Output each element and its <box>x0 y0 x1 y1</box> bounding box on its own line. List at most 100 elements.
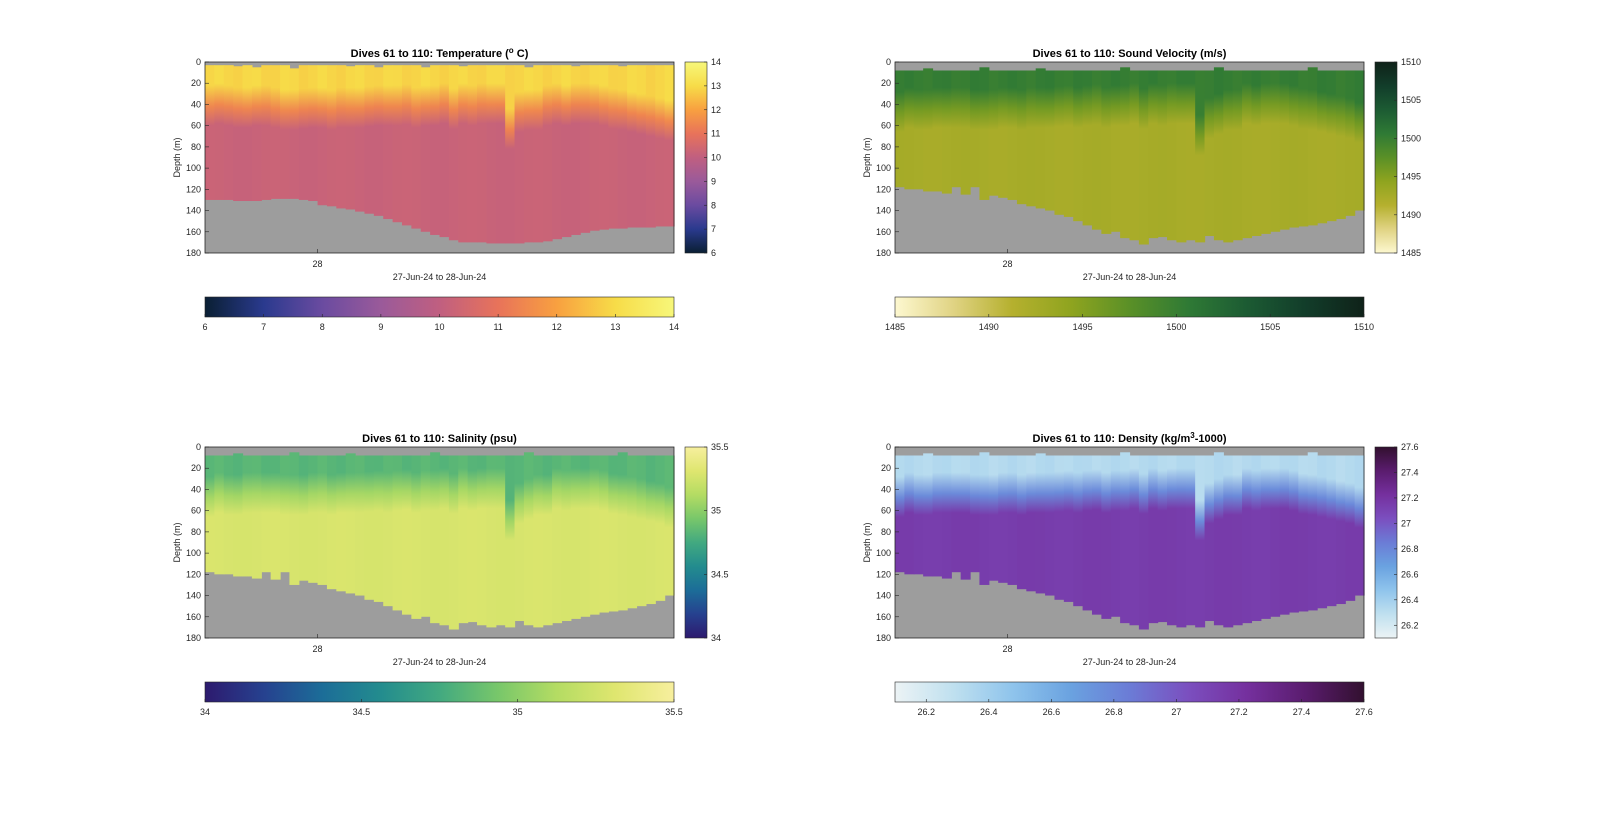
chart-title: Dives 61 to 110: Sound Velocity (m/s) <box>1033 48 1227 60</box>
heatmap-column <box>941 455 952 579</box>
heatmap-column <box>223 455 234 575</box>
heatmap-cells <box>205 452 675 630</box>
x-tick-label: 28 <box>1003 644 1013 654</box>
heatmap-column <box>1307 452 1318 611</box>
heatmap-column <box>598 65 609 230</box>
colorbar-tick-label: 12 <box>711 105 721 115</box>
colorbar-tick-label: 26.8 <box>1401 544 1419 554</box>
panel-sal: 0 20 40 60 80 100 120 140 160 180 28 27-Jun-24 to 2… <box>172 433 729 717</box>
colorbar-tick-label: 34.5 <box>711 569 729 579</box>
heatmap-column <box>289 68 300 199</box>
heatmap-column <box>923 68 934 192</box>
heatmap-column <box>205 65 215 200</box>
colorbar-tick-label: 27.4 <box>1401 467 1419 477</box>
heatmap-column <box>373 67 384 216</box>
heatmap-column <box>514 65 525 244</box>
plot-axes <box>894 446 1365 639</box>
heatmap-column <box>1232 455 1243 626</box>
heatmap-column <box>1335 455 1346 605</box>
chart-title: Dives 61 to 110: Density (kg/m3-1000) <box>1033 431 1227 445</box>
y-tick-label: 120 <box>186 184 201 194</box>
heatmap-column <box>1335 70 1346 220</box>
chart-title: Dives 61 to 110: Temperature (o C) <box>351 46 529 60</box>
colorbar-gradient <box>684 446 708 639</box>
heatmap-column <box>261 65 272 200</box>
x-tick-label: 28 <box>313 644 323 654</box>
heatmap-column <box>430 65 441 235</box>
heatmap-column <box>913 455 924 575</box>
heatmap-column <box>1223 70 1234 243</box>
vertical-colorbar: 1485 1490 1495 1500 1505 1510 <box>1374 57 1421 258</box>
heatmap-column <box>923 453 934 577</box>
y-tick-label: 100 <box>186 548 201 558</box>
heatmap-column <box>627 65 638 228</box>
chart-title: Dives 61 to 110: Salinity (psu) <box>362 433 517 445</box>
heatmap-column <box>970 455 981 573</box>
y-tick-label: 120 <box>186 569 201 579</box>
horizontal-colorbar: 6 7 8 9 10 11 12 13 14 <box>202 296 679 332</box>
heatmap-column <box>355 65 366 212</box>
heatmap-column <box>1082 455 1093 611</box>
heatmap-column <box>270 455 281 580</box>
y-tick-label: 40 <box>191 484 201 494</box>
heatmap-column <box>1232 70 1243 241</box>
heatmap-column <box>1213 67 1224 241</box>
heatmap-column <box>1035 453 1046 594</box>
heatmap-column <box>317 65 328 206</box>
y-axis-label: Depth (m) <box>862 522 872 562</box>
heatmap-column <box>458 66 469 243</box>
heatmap-column <box>1345 70 1356 216</box>
heatmap-column <box>1176 70 1187 243</box>
heatmap-column <box>326 65 337 207</box>
plot-axes <box>204 446 675 639</box>
heatmap-column <box>1288 455 1299 613</box>
plot-axes <box>204 61 675 254</box>
heatmap-column <box>1242 455 1253 624</box>
heatmap-column <box>1204 455 1215 622</box>
heatmap-column <box>448 65 459 241</box>
heatmap-column <box>242 65 253 202</box>
colorbar-gradient <box>204 681 675 703</box>
heatmap-column <box>1317 70 1328 224</box>
colorbar-tick-label: 14 <box>711 57 721 67</box>
heatmap-column <box>664 455 675 596</box>
y-tick-label: 40 <box>191 99 201 109</box>
horizontal-colorbar: 1485 1490 1495 1500 1505 1510 <box>885 296 1374 332</box>
heatmap-column <box>355 455 366 596</box>
heatmap-column <box>411 455 422 619</box>
y-tick-label: 80 <box>191 142 201 152</box>
heatmap-column <box>1270 455 1281 617</box>
heatmap-column <box>932 455 943 577</box>
heatmap-column <box>580 455 591 617</box>
heatmap-cells <box>895 67 1365 245</box>
heatmap-column <box>979 67 990 200</box>
heatmap-column <box>392 65 403 223</box>
vertical-colorbar: 26.2 26.4 26.6 26.8 27 27.2 27.4 27.6 <box>1374 442 1419 639</box>
heatmap-column <box>261 455 272 573</box>
colorbar-tick-label: 34 <box>711 633 721 643</box>
y-tick-label: 180 <box>876 248 891 258</box>
heatmap-column <box>608 455 619 612</box>
colorbar-tick-label: 26.8 <box>1105 707 1123 717</box>
heatmap-column <box>280 65 291 199</box>
heatmap-column <box>645 65 656 228</box>
heatmap-column <box>932 70 943 192</box>
y-tick-label: 60 <box>191 121 201 131</box>
y-axis-label: Depth (m) <box>862 137 872 177</box>
horizontal-colorbar: 34 34.5 35 35.5 <box>200 681 683 717</box>
heatmap-column <box>542 65 553 242</box>
heatmap-column <box>233 66 244 202</box>
heatmap-column <box>326 455 337 590</box>
x-axis-label: 27-Jun-24 to 28-Jun-24 <box>393 272 487 282</box>
vertical-colorbar: 34 34.5 35 35.5 <box>684 442 729 643</box>
colorbar-tick-label: 1505 <box>1401 95 1421 105</box>
colorbar-tick-label: 26.6 <box>1401 569 1419 579</box>
heatmap-column <box>561 455 572 622</box>
heatmap-column <box>617 452 628 611</box>
y-tick-label: 60 <box>191 506 201 516</box>
heatmap-column <box>1354 455 1365 596</box>
heatmap-column <box>598 455 609 613</box>
colorbar-tick-label: 27 <box>1171 707 1181 717</box>
heatmap-column <box>552 455 563 624</box>
